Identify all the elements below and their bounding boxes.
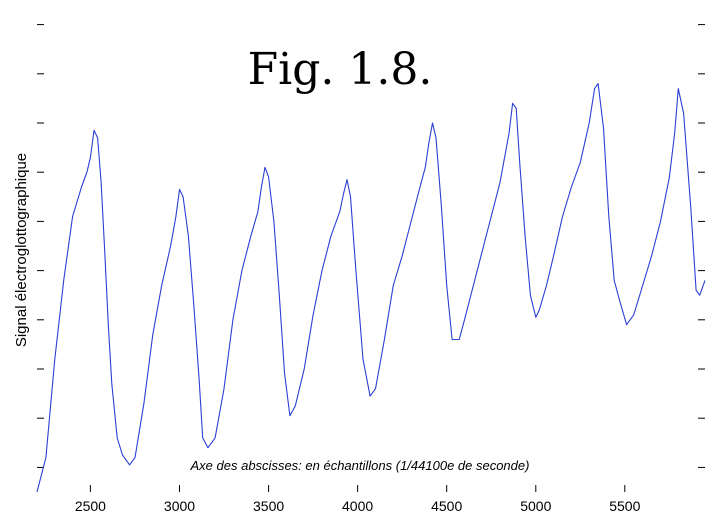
x-tick-label-3: 4000 — [342, 498, 373, 514]
x-tick-label-0: 2500 — [75, 498, 106, 514]
plot-area — [37, 0, 705, 492]
x-tick-label-6: 5500 — [609, 498, 640, 514]
x-tick-label-1: 3000 — [164, 498, 195, 514]
y-axis-label: Signal électroglottographique — [13, 153, 30, 347]
signal-line — [36, 83, 706, 493]
y-ticks — [37, 24, 705, 468]
x-ticks: 2500 3000 3500 4000 4500 5000 5500 — [75, 485, 641, 514]
chart-title: Fig. 1.8. — [248, 44, 433, 95]
x-tick-label-4: 4500 — [431, 498, 462, 514]
x-tick-label-5: 5000 — [520, 498, 551, 514]
x-axis-annotation: Axe des abscisses: en échantillons (1/44… — [190, 458, 530, 473]
x-tick-label-2: 3500 — [253, 498, 284, 514]
